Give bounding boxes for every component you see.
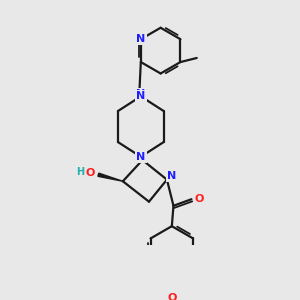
Text: N: N [136, 152, 146, 162]
Text: N: N [167, 171, 176, 182]
Text: N: N [136, 91, 146, 101]
Text: O: O [195, 194, 204, 204]
Text: O: O [167, 293, 176, 300]
Text: N: N [136, 34, 146, 44]
Text: O: O [85, 168, 95, 178]
Text: N: N [136, 89, 146, 99]
Text: H: H [76, 167, 85, 177]
Polygon shape [98, 173, 123, 181]
